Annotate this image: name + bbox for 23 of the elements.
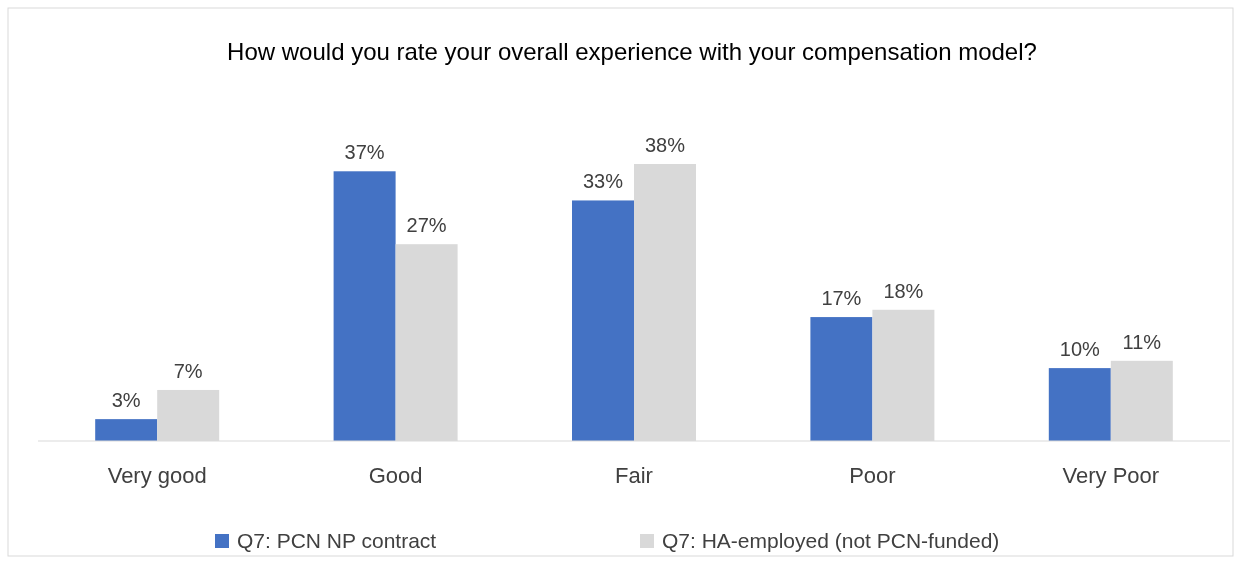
data-label: 17% [821,287,862,310]
x-tick-label: Very good [107,462,207,488]
x-tick-label: Good [368,462,423,488]
data-label: 7% [173,359,203,382]
bar [572,200,634,441]
data-label: 37% [344,141,385,164]
data-label: 10% [1059,338,1101,361]
bar [95,419,158,441]
x-tick-label: Poor [849,462,896,488]
data-label: 3% [111,389,141,412]
data-label: 18% [883,279,924,302]
bar [333,171,396,441]
legend-label: Q7: HA-employed (not PCN-funded) [662,529,1000,552]
legend-label: Q7: PCN NP contract [237,529,437,552]
x-tick-label: Very Poor [1062,462,1160,488]
data-label: 33% [582,170,624,193]
x-tick-label: Fair [615,462,653,488]
bar [810,317,873,441]
data-label: 11% [1122,330,1162,353]
data-label: 27% [406,214,447,237]
data-label: 38% [644,134,686,156]
bar [1048,368,1111,441]
chart-title: How would you rate your overall experience with your compensation model? [227,38,1037,65]
